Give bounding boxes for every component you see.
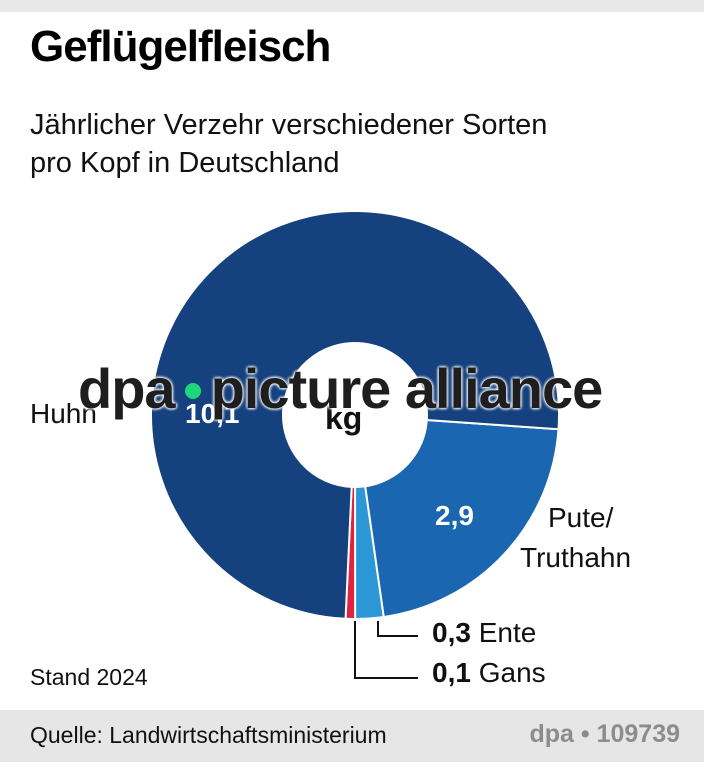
chart-title: Geflügelfleisch — [30, 22, 331, 71]
pute-label: Pute/ Truthahn — [520, 498, 631, 578]
footer-bar — [0, 710, 704, 762]
gans-label: 0,1 Gans — [432, 657, 546, 689]
watermark-right: picture alliance — [210, 357, 604, 420]
subtitle-line-1: Jährlicher Verzehr verschiedener Sorten — [30, 109, 548, 141]
pute-label-line-1: Pute/ — [548, 502, 614, 533]
ente-name: Ente — [478, 617, 537, 648]
pute-value: 2,9 — [435, 500, 474, 531]
ente-label: 0,3 Ente — [432, 617, 536, 649]
huhn-value: 10,1 — [185, 398, 240, 429]
credit-text: dpa • 109739 — [529, 720, 680, 748]
center-unit-label: kg — [325, 400, 363, 436]
gans-leader-line — [354, 621, 418, 679]
donut-slices — [150, 210, 560, 621]
donut-slice-huhn — [150, 210, 560, 620]
chart-subtitle: Jährlicher Verzehr verschiedener Sorten … — [30, 106, 690, 182]
stand-note: Stand 2024 — [30, 664, 148, 690]
watermark: dpa picture alliance — [78, 356, 604, 421]
gans-name: Gans — [478, 657, 546, 688]
source-text: Quelle: Landwirtschaftsministerium — [30, 722, 387, 748]
pute-label-line-2: Truthahn — [520, 542, 632, 573]
huhn-label: Huhn — [30, 398, 97, 429]
watermark-left: dpa — [78, 357, 176, 420]
watermark-dot-icon — [184, 383, 201, 400]
ente-leader-line — [377, 621, 418, 637]
subtitle-line-2: pro Kopf in Deutschland — [30, 147, 340, 179]
donut-slice-pute-truthahn — [364, 418, 560, 619]
gans-value: 0,1 — [432, 657, 471, 688]
ente-value: 0,3 — [432, 617, 471, 648]
top-bar — [0, 0, 704, 12]
